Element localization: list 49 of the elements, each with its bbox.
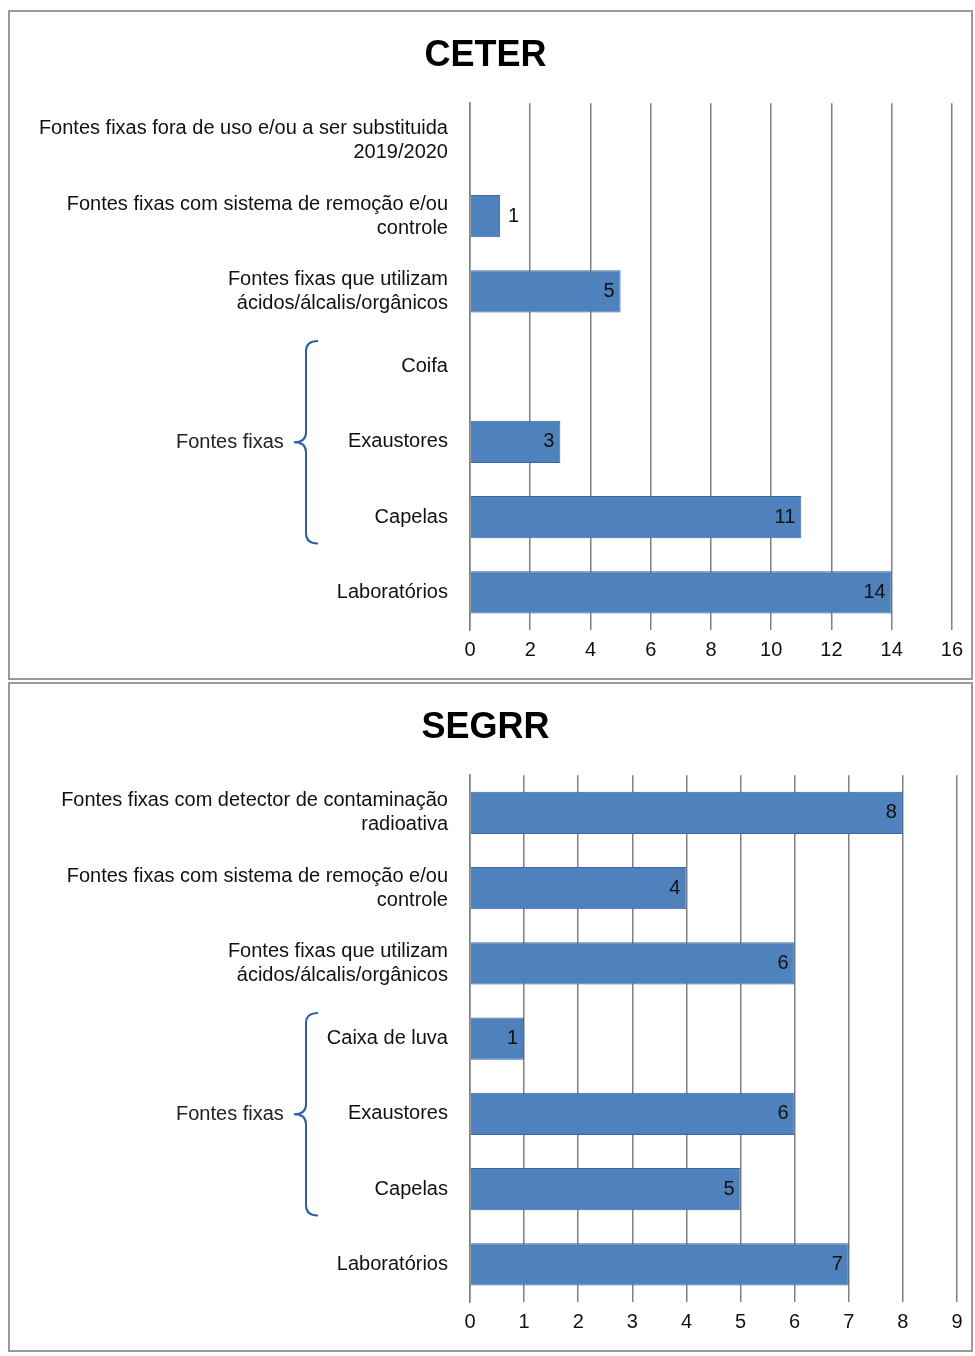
data-label: 7 [831,1251,843,1274]
x-tick-label: 14 [880,637,903,660]
y-tick-label: Coifa [401,354,449,377]
data-label: 4 [669,875,681,898]
y-tick-label: Capelas [374,1176,448,1199]
x-tick-label: 9 [951,1309,963,1332]
data-label: 3 [543,429,555,452]
x-tick-label: 6 [789,1309,801,1332]
y-tick-label: Fontes fixas que utilizam ácidos/álcalis/orgânicos [227,266,448,313]
text: Fontes fixas [176,429,284,453]
x-tick-label: 10 [760,637,783,660]
x-tick-label: 8 [705,637,717,660]
data-label: 1 [506,1026,519,1049]
y-tick-label: Caixa de luva [326,1026,449,1049]
y-tick-label: Capelas [374,504,448,527]
data-label: 14 [863,579,886,602]
data-label: 6 [777,1101,789,1124]
data-label: 11 [774,504,796,527]
data-label: 1 [508,203,520,226]
x-tick-label: 5 [734,1309,747,1332]
x-tick-label: 8 [897,1309,909,1332]
x-tick-label: 0 [464,637,476,660]
x-tick-label: 2 [572,1309,584,1332]
chart-title: SEGRR [421,704,550,746]
x-tick-label: 1 [518,1309,530,1332]
y-tick-label: Fontes fixas fora de uso e/ou a ser substituida 2019/2020 [38,116,449,163]
x-tick-label: 6 [645,637,657,660]
y-tick-label: Fontes fixas com detector de contaminação radioativa [61,788,449,835]
y-tick-label: Exaustores [347,1101,448,1124]
text: Fontes fixas [176,1101,284,1125]
x-tick-label: 7 [843,1309,855,1332]
data-label: 6 [777,950,789,973]
y-tick-label: Fontes fixas que utilizam ácidos/álcalis/orgânicos [227,938,448,985]
x-tick-label: 3 [626,1309,638,1332]
data-label: 8 [885,800,897,823]
y-tick-label: Laboratórios [336,579,448,602]
x-tick-label: 0 [464,1309,476,1332]
chart-title: CETER [424,32,547,74]
x-tick-label: 4 [584,637,597,660]
x-tick-label: 12 [820,637,843,660]
y-tick-label: Exaustores [347,429,448,452]
y-tick-label: Fontes fixas com sistema de remoção e/ou controle [66,863,448,910]
data-label: 5 [723,1176,735,1199]
y-tick-label: Fontes fixas com sistema de remoção e/ou controle [66,191,448,238]
x-tick-label: 16 [940,637,963,660]
x-tick-label: 2 [524,637,536,660]
y-tick-label: Laboratórios [336,1251,448,1274]
x-tick-label: 4 [680,1309,693,1332]
data-label: 5 [603,278,615,301]
